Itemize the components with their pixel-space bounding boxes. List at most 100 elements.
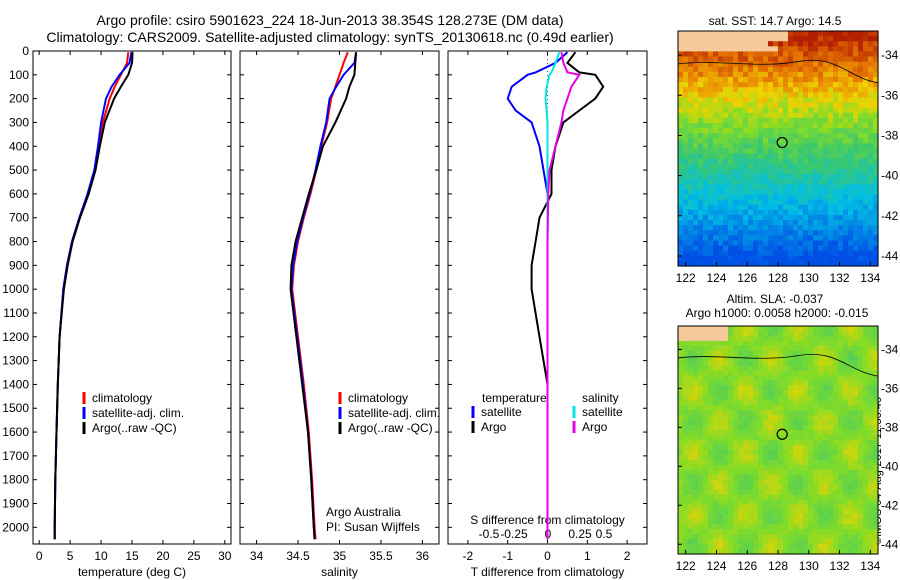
map-cell xyxy=(778,469,784,476)
map-cell xyxy=(823,97,829,104)
map-cell xyxy=(828,123,834,129)
map-cell xyxy=(698,184,704,190)
map-cell xyxy=(868,66,874,73)
map-cell xyxy=(693,194,699,201)
map-cell xyxy=(873,360,879,367)
map-cell xyxy=(853,235,859,241)
map-cell xyxy=(698,445,704,451)
map-cell xyxy=(803,123,809,129)
map-cell xyxy=(703,143,709,150)
map-cell xyxy=(713,350,719,357)
map-cell xyxy=(738,260,744,267)
map-cell xyxy=(868,163,874,170)
map-cell xyxy=(693,41,699,47)
depth-tick-label: 1100 xyxy=(3,306,29,320)
map-cell xyxy=(778,128,784,134)
map-cell xyxy=(693,112,699,119)
map-cell xyxy=(788,168,794,175)
map-cell xyxy=(703,464,709,471)
map-cell xyxy=(838,509,844,515)
map-cell xyxy=(868,71,874,78)
argo-salinity-line xyxy=(289,52,358,540)
map-cell xyxy=(848,449,854,456)
map-cell xyxy=(713,66,719,73)
map-cell xyxy=(733,92,739,98)
map-cell xyxy=(858,464,864,471)
map-cell xyxy=(778,335,784,342)
map-cell xyxy=(703,153,709,160)
map-cell xyxy=(683,375,689,382)
map-cell xyxy=(823,549,829,555)
map-cell xyxy=(708,194,714,201)
map-cell xyxy=(863,425,869,431)
map-cell xyxy=(773,214,779,221)
map-cell xyxy=(778,97,784,104)
map-cell xyxy=(708,61,714,68)
map-cell xyxy=(693,454,699,461)
map-cell xyxy=(838,469,844,476)
map-cell xyxy=(753,519,759,525)
map-cell xyxy=(748,97,754,104)
map-cell xyxy=(733,474,739,481)
map-cell xyxy=(818,385,824,392)
map-cell xyxy=(828,370,834,377)
map-cell xyxy=(768,479,774,486)
map-cell xyxy=(753,474,759,481)
map-cell xyxy=(723,355,729,362)
map-cell xyxy=(838,449,844,456)
map-cell xyxy=(748,87,754,93)
map-cell xyxy=(693,230,699,236)
map-cell xyxy=(678,449,684,456)
map-cell xyxy=(698,489,704,496)
map-cell xyxy=(738,390,744,396)
map-cell xyxy=(683,168,689,175)
map-cell xyxy=(833,82,839,88)
map-cell xyxy=(813,77,819,83)
map-cell xyxy=(808,549,814,555)
map-cell xyxy=(683,539,689,545)
map-cell xyxy=(868,194,874,201)
map-cell xyxy=(678,425,684,431)
map-cell xyxy=(838,194,844,201)
map-cell xyxy=(818,148,824,155)
map-cell xyxy=(738,255,744,262)
map-cell xyxy=(743,184,749,190)
map-cell xyxy=(868,204,874,211)
map-cell xyxy=(848,230,854,236)
map-cell xyxy=(738,514,744,520)
map-cell xyxy=(743,158,749,165)
map-cell xyxy=(683,92,689,98)
map-cell xyxy=(778,529,784,535)
map-cell xyxy=(783,360,789,367)
map-cell xyxy=(813,230,819,236)
map-cell xyxy=(773,331,779,337)
map-cell xyxy=(733,405,739,411)
map-cell xyxy=(778,370,784,377)
map-cell xyxy=(748,484,754,491)
map-cell xyxy=(743,153,749,160)
map-cell xyxy=(858,469,864,476)
map-cell xyxy=(688,220,694,226)
map-cell xyxy=(698,326,704,332)
map-cell xyxy=(758,148,764,155)
map-cell xyxy=(723,469,729,476)
map-cell xyxy=(748,415,754,421)
map-cell xyxy=(778,194,784,201)
depth-tick-label: 1800 xyxy=(2,473,29,487)
map-cell xyxy=(743,435,749,441)
map-cell xyxy=(828,71,834,78)
map-cell xyxy=(688,524,694,530)
map-cell xyxy=(728,128,734,134)
map-cell xyxy=(723,514,729,520)
map-cell xyxy=(798,410,804,416)
map-cell xyxy=(788,56,794,63)
map-cell xyxy=(768,133,774,139)
map-cell xyxy=(853,250,859,257)
map-cell xyxy=(748,420,754,426)
map-cell xyxy=(708,148,714,155)
map-cell xyxy=(823,355,829,362)
map-cell xyxy=(688,494,694,501)
map-cell xyxy=(803,199,809,206)
map-cell xyxy=(823,375,829,382)
map-cell xyxy=(808,117,814,124)
